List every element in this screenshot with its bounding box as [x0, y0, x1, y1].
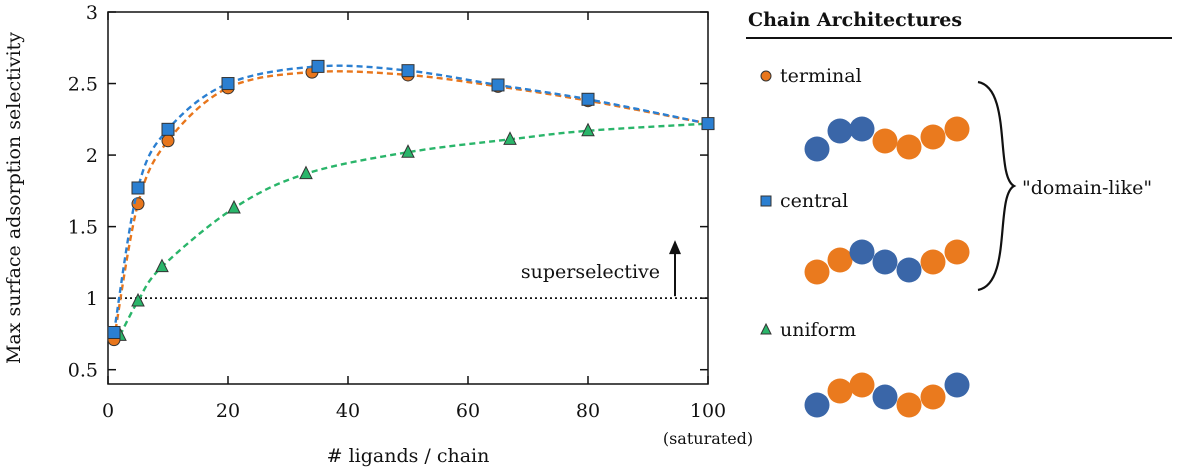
data-point-central: [701, 117, 715, 131]
threshold-arrow-head: [669, 240, 681, 255]
chain-bead-terminal: [827, 118, 853, 144]
threshold-label: superselective: [521, 261, 660, 283]
x-axis-end-note: (saturated): [663, 429, 753, 448]
data-point-uniform: [299, 165, 313, 180]
chain-bead-terminal: [872, 128, 898, 154]
data-point-terminal: [161, 134, 175, 148]
chain-bead-central: [872, 249, 898, 275]
data-point-uniform: [401, 144, 415, 158]
y-axis-title: Max surface adsorption selectivity: [3, 32, 25, 364]
data-point-uniform: [227, 199, 241, 214]
y-tick-label: 1.5: [68, 217, 98, 239]
chain-bead-central: [804, 259, 830, 285]
y-tick-label: 0.5: [68, 360, 98, 382]
chain-bead-central: [944, 239, 970, 265]
series-layer: [107, 59, 715, 347]
chain-bead-terminal: [804, 136, 830, 162]
chain-bead-terminal: [849, 116, 875, 142]
x-tick-label: 80: [576, 400, 600, 422]
legend-layer: terminal central uniform: [760, 65, 862, 341]
chain-bead-central: [896, 257, 922, 283]
data-point-central: [491, 78, 505, 92]
y-axis-ticks: 0.5 1 1.5 2 2.5 3: [68, 2, 708, 382]
legend-label-central: central: [780, 190, 848, 212]
data-point-uniform: [503, 131, 517, 145]
chain-bead-central: [849, 239, 875, 265]
panel-header: Chain Architectures: [748, 9, 962, 31]
data-point-central: [131, 181, 145, 195]
x-tick-label: 100: [690, 400, 726, 422]
chain-bead-central: [827, 247, 853, 273]
chain-layer: [804, 116, 970, 418]
data-point-uniform: [131, 292, 145, 307]
data-point-central: [107, 325, 121, 339]
chain-bead-central: [920, 249, 946, 275]
plot-frame: [107, 11, 709, 385]
chain-bead-uniform: [896, 392, 922, 418]
bracket-label: "domain-like": [1022, 177, 1152, 199]
x-axis-ticks: 0 20 40 60 80 100: [102, 12, 726, 422]
series-line-terminal: [112, 70, 709, 340]
x-tick-label: 20: [216, 400, 240, 422]
chain-bead-terminal: [944, 116, 970, 142]
chain-bead-uniform: [827, 378, 853, 404]
y-tick-label: 1: [86, 288, 98, 310]
y-tick-label: 2.5: [68, 74, 98, 96]
x-tick-label: 0: [102, 400, 114, 422]
legend-label-terminal: terminal: [780, 65, 862, 87]
data-point-uniform: [581, 122, 595, 137]
chain-bead-uniform: [872, 384, 898, 410]
y-tick-label: 3: [86, 2, 98, 24]
legend-marker-central: [760, 195, 772, 207]
x-axis-title: # ligands / chain: [327, 445, 490, 467]
series-line-uniform: [118, 122, 709, 336]
series-line-central: [112, 64, 709, 333]
chain-bead-terminal: [920, 124, 946, 150]
threshold-arrow: [669, 240, 681, 297]
x-tick-label: 40: [336, 400, 360, 422]
data-point-central: [221, 77, 235, 91]
chain-bead-uniform: [804, 392, 830, 418]
chain-bead-uniform: [920, 384, 946, 410]
data-point-central: [401, 64, 415, 78]
chain-bead-uniform: [944, 372, 970, 398]
legend-marker-uniform: [760, 322, 772, 335]
x-tick-label: 60: [456, 400, 480, 422]
data-point-uniform: [155, 258, 169, 273]
chain-bead-uniform: [849, 372, 875, 398]
chain-bead-terminal: [896, 134, 922, 160]
domain-like-bracket: [977, 80, 1017, 292]
data-point-central: [161, 122, 175, 136]
data-point-central: [581, 92, 595, 106]
legend-label-uniform: uniform: [780, 319, 856, 341]
y-tick-label: 2: [86, 145, 98, 167]
data-point-central: [311, 59, 325, 73]
legend-marker-terminal: [760, 70, 772, 82]
